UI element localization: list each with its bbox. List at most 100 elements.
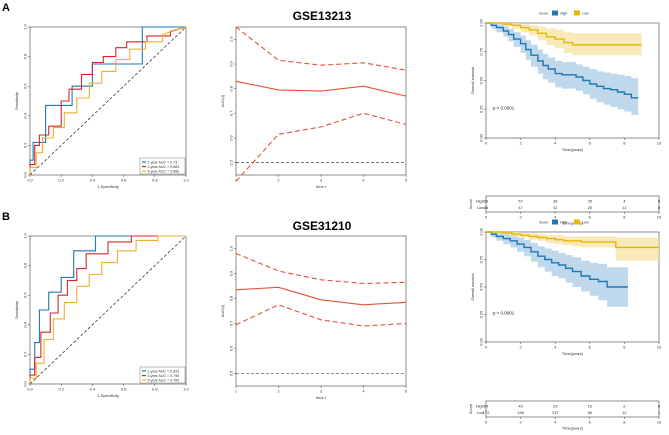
risk-table-cell: 57 xyxy=(518,198,523,203)
km-panel-b: 0 2 4 6 8 100.000.250.500.751.00Time(years)Ov… xyxy=(468,219,662,431)
km-curve-high xyxy=(486,231,628,288)
y-tick-label: 0.00 xyxy=(479,337,484,346)
x-axis-label: 1-Specificity xyxy=(97,184,119,189)
km-curve-low xyxy=(486,22,642,46)
x-axis-label: time t xyxy=(316,184,327,189)
risk-table-cell: 166 xyxy=(517,410,524,415)
panel-label-a: A xyxy=(2,2,10,14)
km-legend-swatch-low xyxy=(574,219,580,225)
y-tick-label: 0.6 xyxy=(229,345,234,351)
x-tick-label: 6 xyxy=(589,141,592,146)
y-axis-label: Overall survival xyxy=(470,67,475,94)
km-panel-a: 0 2 4 6 8 10 0.00 0.25 0.50 0.75 1.00 Time(years) Ov… xyxy=(468,10,662,226)
y-axis-label: Sensitivity xyxy=(14,92,19,110)
risk-table-cell: 10 xyxy=(588,403,593,408)
km-legend-title: Score xyxy=(539,12,548,16)
risk-x-tick-label: 6 xyxy=(589,215,592,220)
km-legend-swatch-high xyxy=(552,219,558,225)
y-tick-label: 0.7 xyxy=(229,110,234,116)
risk-table-frame xyxy=(485,195,660,213)
y-tick-label: 0.4 xyxy=(23,112,28,118)
y-tick-label: 0.2 xyxy=(23,351,28,357)
risk-y-axis-label: Score xyxy=(468,198,473,209)
y-tick-label: 0.50 xyxy=(479,282,484,291)
x-tick-label: 6 xyxy=(589,345,592,350)
x-tick-label: 2 xyxy=(277,178,280,183)
risk-table-cell: 56 xyxy=(588,410,593,415)
y-axis-label: AUC(t) xyxy=(220,304,225,317)
auc-line-lower xyxy=(235,304,407,327)
km-legend-label: Low xyxy=(582,12,589,16)
km-legend-label: High xyxy=(560,12,567,16)
x-tick-label: 0 xyxy=(485,345,488,350)
roc-curve-2 xyxy=(29,235,186,384)
x-tick-label: 2 xyxy=(277,389,280,394)
risk-table-cell: 0 xyxy=(658,403,661,408)
roc-curve-3 xyxy=(29,235,186,384)
x-axis-label: Time(years) xyxy=(562,147,584,152)
roc-legend-box xyxy=(139,366,186,384)
y-tick-label: 0.50 xyxy=(479,76,484,85)
risk-table-row-label: High xyxy=(476,198,484,203)
roc-curve-1 xyxy=(29,26,186,175)
y-tick-label: 0.8 xyxy=(23,262,28,268)
risk-table-cell: 172 xyxy=(483,410,490,415)
risk-table-cell: 12 xyxy=(622,410,627,415)
y-tick-label: 0.25 xyxy=(479,310,484,319)
km-legend-swatch-low xyxy=(574,10,580,16)
x-tick-label: 4 xyxy=(362,389,365,394)
risk-x-tick-label: 0 xyxy=(485,420,488,425)
risk-table-cell: 40 xyxy=(518,403,523,408)
panel-label-b: B xyxy=(2,211,10,223)
roc-curve-3 xyxy=(29,26,187,175)
risk-table-cell: 38 xyxy=(553,198,558,203)
y-tick-label: 0.6 xyxy=(23,292,28,298)
auc-line-AUC xyxy=(235,80,407,97)
roc-legend-label: 1-year AUC = 0.833 xyxy=(148,369,180,373)
x-tick-label: 0.6 xyxy=(121,387,127,392)
risk-table-cell: 47 xyxy=(518,205,523,210)
roc-legend-box xyxy=(139,157,186,175)
risk-table-cell: 0 xyxy=(658,198,661,203)
y-tick-label: 0.6 xyxy=(23,83,28,89)
x-tick-label: 0.4 xyxy=(90,178,96,183)
risk-table-cell: 25 xyxy=(588,205,593,210)
risk-table-cell: 69 xyxy=(484,198,489,203)
risk-table-row-label: High xyxy=(476,403,484,408)
x-tick-label: 0.8 xyxy=(152,178,158,183)
x-tick-label: 2 xyxy=(519,141,522,146)
risk-x-tick-label: 10 xyxy=(657,215,662,220)
y-tick-label: 0.2 xyxy=(23,142,28,148)
risk-x-axis-label: Time(years) xyxy=(562,221,584,226)
y-tick-label: 1.00 xyxy=(479,18,484,27)
y-tick-label: 1.0 xyxy=(23,23,28,29)
x-tick-label: 4 xyxy=(554,345,557,350)
x-tick-label: 3 xyxy=(320,178,323,183)
auc-line-upper xyxy=(235,252,407,285)
auc-line-upper xyxy=(235,26,407,71)
diagonal-reference-line xyxy=(29,26,187,176)
risk-table-frame xyxy=(485,400,660,418)
x-tick-label: 0.0 xyxy=(27,387,33,392)
x-tick-label: 0.6 xyxy=(121,178,127,183)
km-curve-high xyxy=(486,22,639,99)
roc-panel-b: 0.0 0.2 0.4 0.6 0.8 1.0 0.0 0.2 0.4 0.6 0.8 1.0 1-Sp… xyxy=(14,232,190,398)
km-legend-title: Score xyxy=(539,221,548,225)
x-axis-label: time t xyxy=(316,395,327,400)
diagonal-reference-line xyxy=(29,235,187,385)
x-tick-label: 10 xyxy=(657,345,662,350)
roc-legend-label: 1-year AUC = 0.73 xyxy=(148,160,178,164)
y-tick-label: 1.0 xyxy=(229,245,234,251)
risk-x-tick-label: 4 xyxy=(554,420,557,425)
risk-table-cell: 48 xyxy=(484,205,489,210)
x-tick-label: 0.0 xyxy=(27,178,33,183)
x-tick-label: 4 xyxy=(554,141,557,146)
x-tick-label: 0 xyxy=(485,141,488,146)
risk-x-tick-label: 4 xyxy=(554,215,557,220)
risk-table-cell: 2 xyxy=(623,403,626,408)
y-tick-label: 1.0 xyxy=(23,232,28,238)
risk-x-tick-label: 8 xyxy=(623,420,626,425)
y-tick-label: 1.0 xyxy=(229,36,234,42)
risk-table-cell: 42 xyxy=(553,205,558,210)
risk-y-axis-label: Score xyxy=(468,403,473,414)
